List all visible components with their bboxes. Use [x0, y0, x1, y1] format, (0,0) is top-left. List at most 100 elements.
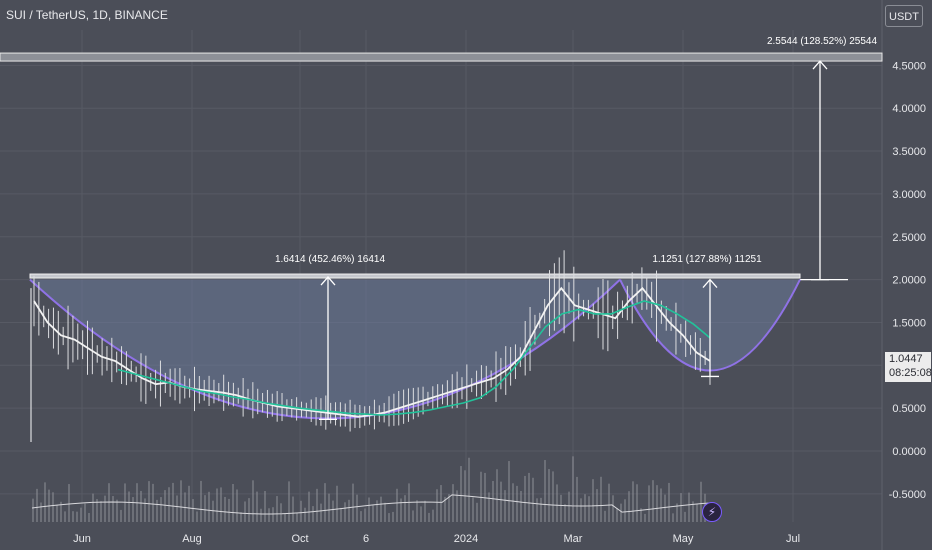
volume-bar: [220, 487, 222, 522]
volume-bar: [240, 512, 242, 522]
volume-bar: [152, 483, 154, 522]
volume-bar: [660, 488, 662, 522]
x-axis-labels: Jun Aug Oct 6 2024 Mar May Jul: [73, 533, 800, 545]
volume-bar: [428, 512, 430, 522]
arrow-head: [812, 60, 828, 70]
volume-bar: [104, 495, 106, 522]
volume-bar: [72, 511, 74, 522]
volume-bar: [180, 480, 182, 522]
resistance-levels: [0, 52, 883, 281]
measure-label: 1.6414 (452.46%) 16414: [275, 254, 386, 265]
last-price: 1.0447: [889, 353, 923, 365]
lightning-icon[interactable]: ⚡: [702, 502, 722, 522]
volume-bar: [116, 499, 118, 522]
volume-bar: [92, 493, 94, 522]
volume-bar: [248, 498, 250, 522]
volume-bar: [440, 485, 442, 522]
volume-bar: [500, 481, 502, 522]
volume-bar: [528, 472, 530, 522]
volume-bar: [224, 496, 226, 522]
volume-bar: [680, 493, 682, 522]
volume-bar: [212, 500, 214, 522]
volume-bar: [128, 491, 130, 522]
volume-bar: [228, 498, 230, 522]
volume-bar: [392, 511, 394, 522]
volume-bar: [568, 491, 570, 522]
volume-bar: [576, 476, 578, 522]
volume-bar: [56, 504, 58, 522]
volume-bar: [432, 509, 434, 522]
x-tick-label: Mar: [564, 533, 583, 545]
volume-bar: [520, 491, 522, 522]
y-tick-label: 0.5000: [892, 403, 926, 415]
volume-bar: [288, 481, 290, 522]
volume-bar: [88, 512, 90, 522]
volume-bar: [692, 501, 694, 522]
volume-bar: [468, 457, 470, 522]
volume-bar: [140, 490, 142, 522]
volume-bar: [120, 509, 122, 522]
volume-bar: [312, 506, 314, 522]
volume-bar: [632, 481, 634, 522]
volume-bar: [504, 490, 506, 522]
volume-bar: [572, 456, 574, 522]
x-tick-label: Jun: [73, 533, 91, 545]
volume-bar: [456, 490, 458, 522]
y-tick-label: 3.5000: [892, 146, 926, 158]
volume-bar: [60, 501, 62, 522]
volume-average-line: [31, 494, 713, 515]
volume-bar: [324, 483, 326, 522]
volume-bar: [356, 494, 358, 522]
volume-bar: [388, 513, 390, 522]
measure-arrows: 1.6414 (452.46%) 16414 1.1251 (127.88%) 1…: [275, 36, 877, 420]
y-tick-label: -0.5000: [889, 489, 926, 501]
moving-average-line: [117, 300, 711, 416]
volume-bar: [416, 500, 418, 522]
volume-bar: [448, 494, 450, 522]
volume-bar: [40, 502, 42, 522]
volume-bar: [472, 497, 474, 522]
volume-bar: [676, 503, 678, 522]
volume-bar: [592, 479, 594, 522]
volume-bar: [80, 507, 82, 522]
volume-bar: [172, 482, 174, 522]
rim-level-band: [29, 273, 801, 279]
volume-bar: [540, 497, 542, 522]
currency-button[interactable]: USDT: [885, 5, 923, 27]
volume-bar: [64, 511, 66, 522]
volume-bar: [452, 484, 454, 522]
volume-bar: [524, 475, 526, 522]
volume-bar: [308, 491, 310, 522]
volume-bar: [188, 485, 190, 522]
volume-bar: [668, 482, 670, 522]
volume-bar: [368, 497, 370, 522]
volume-bar: [696, 503, 698, 522]
volume-bar: [232, 483, 234, 522]
volume-bar: [292, 496, 294, 522]
arrow-head: [702, 278, 718, 289]
volume-bar: [160, 497, 162, 522]
volume-bar: [336, 485, 338, 522]
volume-bar: [272, 507, 274, 522]
volume-bar: [96, 499, 98, 522]
volume-bar: [176, 495, 178, 522]
volume-bar: [404, 495, 406, 522]
volume-bar: [376, 500, 378, 522]
volume-bar: [700, 481, 702, 522]
volume-bar: [436, 489, 438, 522]
volume-bar: [164, 490, 166, 522]
last-price-tag: 1.0447 08:25:08: [885, 352, 932, 382]
volume-bar: [256, 491, 258, 522]
volume-bar: [588, 496, 590, 522]
y-tick-label: 4.5000: [892, 60, 926, 72]
volume-bar: [344, 502, 346, 522]
x-tick-label: May: [673, 533, 694, 545]
volume-bar: [636, 484, 638, 522]
volume-bar: [508, 461, 510, 522]
volume-bar: [268, 508, 270, 522]
volume-bar: [300, 500, 302, 522]
volume-bar: [512, 483, 514, 522]
volume-bar: [684, 511, 686, 522]
y-tick-label: 2.0000: [892, 275, 926, 287]
